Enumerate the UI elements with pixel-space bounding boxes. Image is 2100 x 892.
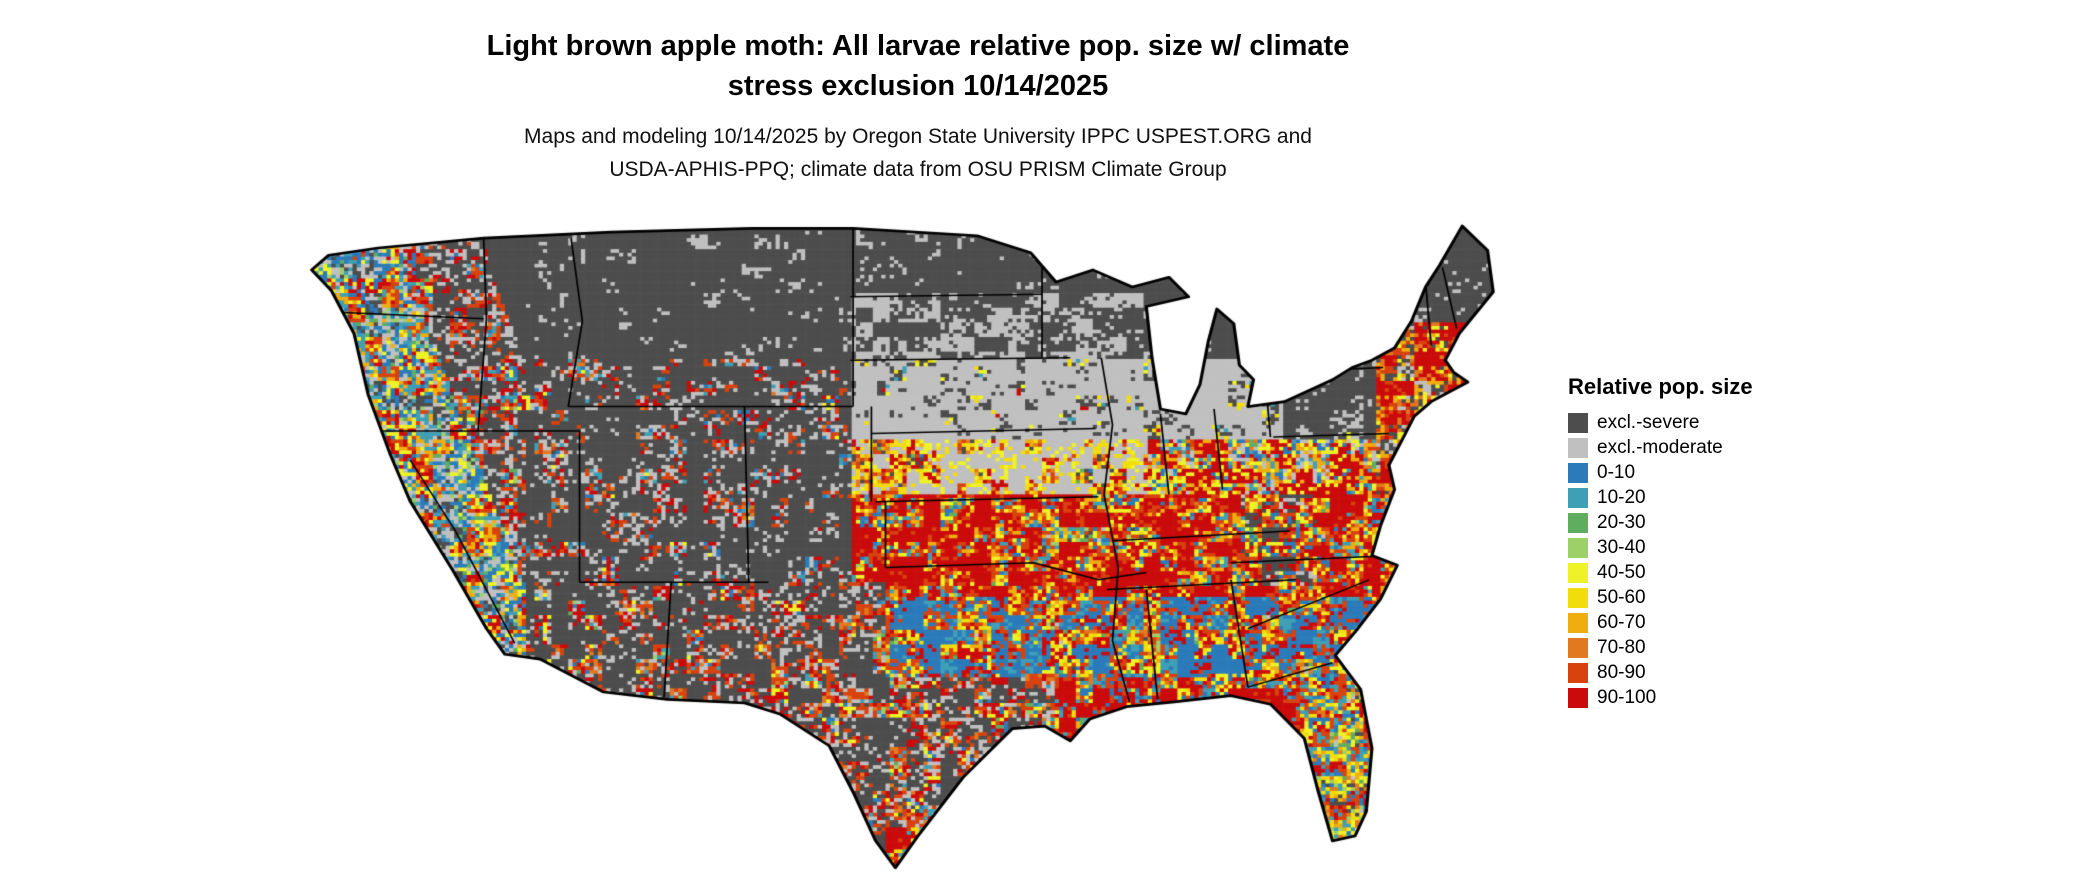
legend-item: 10-20	[1568, 485, 1753, 510]
legend-item: 0-10	[1568, 460, 1753, 485]
legend-swatch	[1568, 687, 1588, 708]
legend-item: 50-60	[1568, 585, 1753, 610]
legend-item-label: excl.-moderate	[1597, 436, 1723, 458]
legend-item-label: 0-10	[1597, 461, 1636, 483]
legend: Relative pop. size excl.-severe excl.-mod…	[1568, 374, 1753, 710]
legend-swatch	[1568, 487, 1588, 508]
map-credits-line1: Maps and modeling 10/14/2025 by Oregon S…	[524, 125, 1312, 148]
legend-item: 30-40	[1568, 535, 1753, 560]
legend-swatch	[1568, 587, 1588, 608]
legend-swatch	[1568, 437, 1588, 458]
legend-swatch	[1568, 462, 1588, 483]
legend-item: 70-80	[1568, 635, 1753, 660]
legend-swatch	[1568, 612, 1588, 633]
legend-item-label: 30-40	[1597, 536, 1646, 558]
figure-header: Light brown apple moth: All larvae relat…	[0, 0, 1836, 186]
map-title-line1: Light brown apple moth: All larvae relat…	[486, 30, 1350, 62]
legend-items: excl.-severe excl.-moderate 0-10 10-20 20-30…	[1568, 410, 1753, 710]
legend-item: 60-70	[1568, 610, 1753, 635]
legend-item: 80-90	[1568, 660, 1753, 685]
legend-item: excl.-moderate	[1568, 435, 1753, 460]
map-credits: Maps and modeling 10/14/2025 by Oregon S…	[0, 120, 1836, 186]
legend-item-label: 50-60	[1597, 586, 1646, 608]
us-map-canvas	[298, 220, 1526, 886]
legend-item-label: 90-100	[1597, 686, 1657, 708]
legend-item-label: 60-70	[1597, 611, 1646, 633]
legend-item: 40-50	[1568, 560, 1753, 585]
legend-item: 90-100	[1568, 685, 1753, 710]
legend-swatch	[1568, 537, 1588, 558]
legend-item-label: 40-50	[1597, 561, 1646, 583]
map-title: Light brown apple moth: All larvae relat…	[0, 26, 1836, 106]
legend-item-label: excl.-severe	[1597, 411, 1700, 433]
legend-item-label: 80-90	[1597, 661, 1646, 683]
legend-title: Relative pop. size	[1568, 374, 1753, 399]
legend-item: 20-30	[1568, 510, 1753, 535]
legend-swatch	[1568, 662, 1588, 683]
legend-swatch	[1568, 562, 1588, 583]
legend-item: excl.-severe	[1568, 410, 1753, 435]
legend-swatch	[1568, 512, 1588, 533]
legend-swatch	[1568, 637, 1588, 658]
map-title-line2: stress exclusion 10/14/2025	[727, 70, 1109, 102]
legend-item-label: 70-80	[1597, 636, 1646, 658]
legend-item-label: 10-20	[1597, 486, 1646, 508]
legend-item-label: 20-30	[1597, 511, 1646, 533]
map-credits-line2: USDA-APHIS-PPQ; climate data from OSU PR…	[609, 158, 1227, 181]
legend-swatch	[1568, 412, 1588, 433]
